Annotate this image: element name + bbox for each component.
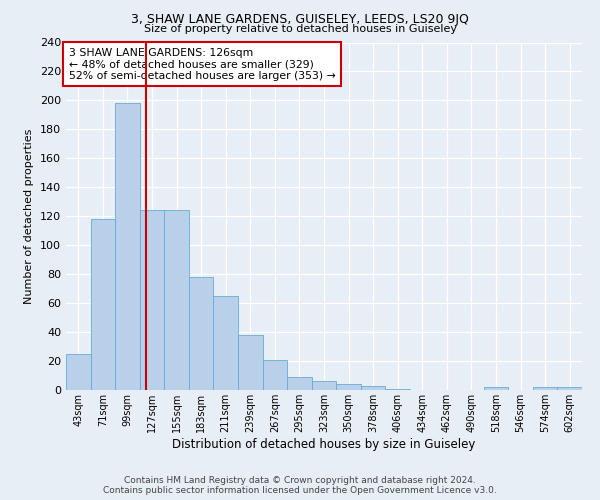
Bar: [189, 277, 214, 390]
Text: 3, SHAW LANE GARDENS, GUISELEY, LEEDS, LS20 9JQ: 3, SHAW LANE GARDENS, GUISELEY, LEEDS, L…: [131, 12, 469, 26]
Bar: [385, 388, 410, 390]
Bar: [312, 382, 336, 390]
Bar: [533, 387, 557, 390]
Bar: [66, 354, 91, 390]
Bar: [91, 219, 115, 390]
Bar: [238, 335, 263, 390]
Bar: [484, 387, 508, 390]
Bar: [140, 210, 164, 390]
Bar: [336, 384, 361, 390]
Bar: [164, 210, 189, 390]
Text: Contains HM Land Registry data © Crown copyright and database right 2024.
Contai: Contains HM Land Registry data © Crown c…: [103, 476, 497, 495]
Bar: [557, 387, 582, 390]
X-axis label: Distribution of detached houses by size in Guiseley: Distribution of detached houses by size …: [172, 438, 476, 450]
Y-axis label: Number of detached properties: Number of detached properties: [25, 128, 34, 304]
Bar: [115, 104, 140, 390]
Bar: [361, 386, 385, 390]
Bar: [287, 377, 312, 390]
Text: Size of property relative to detached houses in Guiseley: Size of property relative to detached ho…: [143, 24, 457, 34]
Bar: [214, 296, 238, 390]
Text: 3 SHAW LANE GARDENS: 126sqm
← 48% of detached houses are smaller (329)
52% of se: 3 SHAW LANE GARDENS: 126sqm ← 48% of det…: [68, 48, 335, 81]
Bar: [263, 360, 287, 390]
